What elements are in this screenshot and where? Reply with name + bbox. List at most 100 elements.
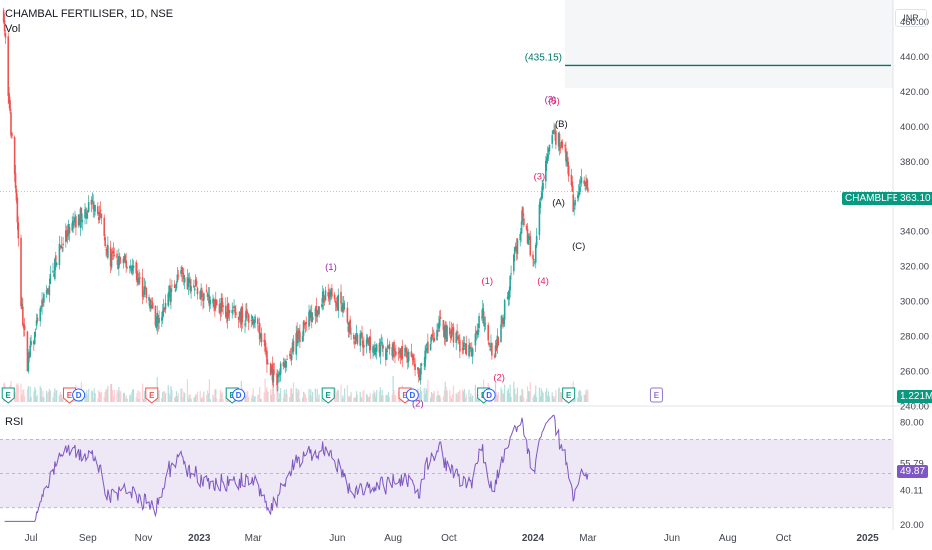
candle-body	[137, 279, 139, 284]
volume-bar	[442, 396, 445, 402]
candle-body	[151, 302, 154, 309]
candle-body	[168, 285, 170, 294]
volume-bar	[318, 394, 320, 402]
candle-body	[43, 293, 45, 303]
volume-bar	[265, 389, 267, 402]
candle-body	[401, 345, 404, 360]
candle-body	[571, 181, 574, 192]
candle-body	[585, 182, 587, 185]
currency-button[interactable]: INR	[895, 9, 927, 27]
candle-body	[399, 349, 402, 358]
volume-bar	[538, 387, 541, 402]
candle-body	[3, 20, 6, 32]
candle-body	[196, 288, 199, 295]
event-marker-label: E	[326, 391, 332, 400]
volume-bar	[119, 390, 121, 402]
candle-body	[503, 299, 506, 320]
volume-label: Vol	[5, 23, 21, 35]
volume-bar	[254, 396, 256, 402]
volume-bar	[468, 389, 470, 402]
candle-body	[282, 362, 285, 367]
volume-bar	[270, 394, 273, 402]
candle-body	[476, 329, 479, 333]
candle-body	[214, 304, 216, 310]
candle-body	[508, 290, 511, 300]
candle-body	[557, 133, 560, 147]
candle-body	[58, 243, 61, 266]
volume-bar	[459, 390, 461, 402]
volume-bar	[58, 394, 61, 402]
projection-zone	[565, 0, 893, 88]
candle-body	[150, 304, 152, 309]
candle-body	[465, 343, 468, 355]
candle-body	[361, 332, 363, 339]
candle-body	[257, 325, 260, 327]
volume-bar	[126, 398, 128, 402]
candle-body	[388, 343, 391, 350]
candle-body	[303, 323, 306, 326]
chart-title: CHAMBAL FERTILISER, 1D, NSE	[5, 8, 174, 20]
candle-body	[295, 333, 298, 355]
volume-bar	[174, 396, 177, 402]
event-marker	[72, 388, 86, 402]
volume-bar	[529, 381, 531, 402]
candle-body	[584, 184, 586, 187]
candle-body	[173, 284, 176, 289]
candle-body	[301, 336, 304, 342]
time-axis-tick: Aug	[384, 533, 402, 544]
candle-body	[526, 229, 529, 244]
candle-body	[2, 10, 5, 22]
candle-body	[94, 205, 96, 212]
volume-bar	[532, 397, 534, 402]
volume-bar	[497, 392, 499, 402]
candle-body	[507, 296, 510, 299]
candle-body	[253, 319, 255, 324]
candle-body	[474, 333, 477, 346]
candle-body	[78, 217, 81, 226]
candle-body	[142, 295, 145, 297]
volume-bar	[430, 397, 432, 402]
candle-body	[452, 327, 455, 343]
candle-body	[169, 285, 171, 302]
price-axis-tick: 400.00	[900, 122, 929, 133]
candle-body	[276, 373, 278, 385]
volume-bar	[366, 393, 368, 402]
volume-bar	[501, 390, 503, 402]
candle-body	[189, 279, 191, 291]
candle-body	[124, 255, 127, 262]
volume-bar	[41, 396, 43, 402]
candle-body	[321, 291, 324, 303]
candle-body	[202, 299, 204, 302]
volume-bar	[99, 392, 101, 402]
candle-body	[554, 131, 556, 134]
candle-body	[292, 340, 295, 352]
volume-bar	[132, 389, 135, 402]
volume-bar	[449, 390, 451, 402]
candle-body	[42, 302, 44, 304]
candle-body	[131, 265, 134, 272]
candle-body	[497, 337, 500, 346]
candle-body	[353, 342, 356, 344]
candle-body	[10, 112, 12, 136]
candle-body	[558, 133, 561, 151]
volume-bar	[334, 394, 336, 402]
price-axis-tick: 340.00	[900, 227, 929, 238]
volume-bar	[30, 396, 32, 402]
volume-bar	[291, 388, 293, 402]
candle-body	[118, 255, 120, 269]
candle-body	[360, 333, 362, 335]
candle-body	[218, 304, 221, 313]
price-axis-tick: 260.00	[900, 367, 929, 378]
candle-body	[566, 159, 568, 164]
candle-body	[553, 130, 555, 132]
candle-body	[577, 195, 579, 199]
volume-bar	[372, 393, 374, 402]
candle-body	[551, 135, 554, 144]
candle-body	[109, 247, 112, 267]
candle-body	[263, 339, 266, 342]
candle-body	[330, 290, 332, 296]
candle-body	[278, 374, 280, 376]
volume-bar	[455, 393, 457, 402]
volume-bar	[113, 389, 115, 402]
